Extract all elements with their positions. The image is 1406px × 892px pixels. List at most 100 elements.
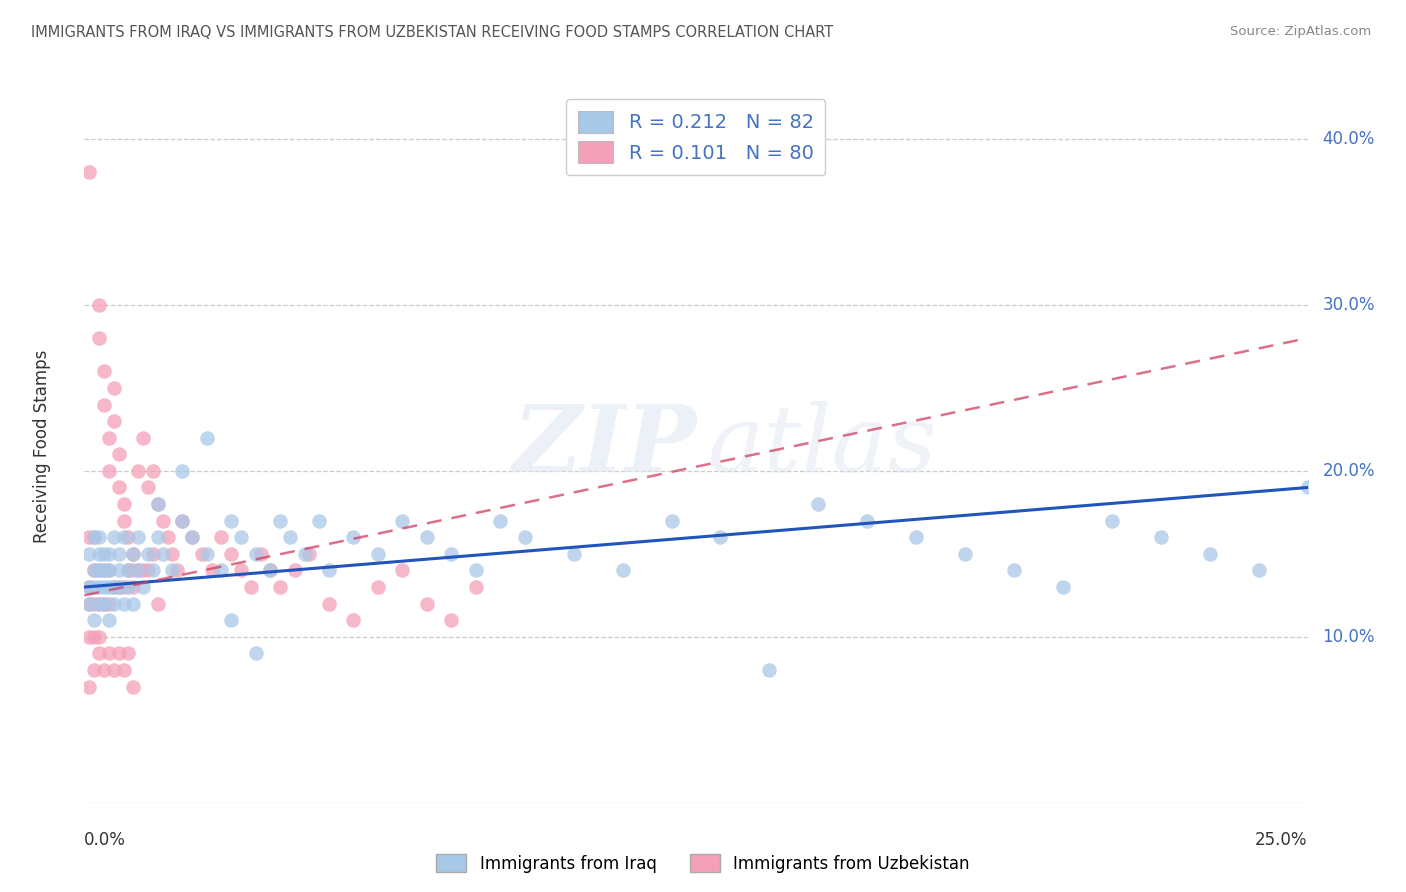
Point [112, 597, 135, 611]
Point [612, 564, 634, 578]
Point [136, 564, 159, 578]
Point [146, 597, 169, 611]
Point [1002, 564, 1025, 578]
Text: 0.0%: 0.0% [84, 831, 127, 849]
Point [152, 514, 174, 528]
Point [440, 547, 463, 561]
Point [953, 547, 976, 561]
Point [77, 630, 100, 644]
Point [127, 530, 149, 544]
Point [93, 397, 115, 411]
Point [127, 564, 149, 578]
Point [308, 514, 330, 528]
Point [122, 597, 145, 611]
Point [117, 530, 139, 544]
Point [132, 564, 155, 578]
Point [146, 497, 169, 511]
Point [87, 564, 110, 578]
Point [245, 547, 267, 561]
Point [97, 547, 120, 561]
Point [464, 580, 486, 594]
Point [758, 663, 780, 677]
Point [93, 663, 115, 677]
Point [93, 564, 115, 578]
Point [856, 514, 879, 528]
Point [142, 547, 165, 561]
Point [117, 564, 139, 578]
Point [146, 530, 169, 544]
Point [209, 530, 232, 544]
Point [219, 613, 242, 627]
Point [122, 580, 145, 594]
Point [112, 514, 135, 528]
Legend: R = 0.212   N = 82, R = 0.101   N = 80: R = 0.212 N = 82, R = 0.101 N = 80 [567, 99, 825, 175]
Point [83, 530, 105, 544]
Point [172, 464, 194, 478]
Point [229, 530, 252, 544]
Point [278, 530, 301, 544]
Text: Source: ZipAtlas.com: Source: ZipAtlas.com [1230, 25, 1371, 38]
Point [391, 564, 413, 578]
Text: 25.0%: 25.0% [1256, 831, 1308, 849]
Text: 10.0%: 10.0% [1322, 628, 1375, 646]
Point [117, 564, 139, 578]
Point [87, 530, 110, 544]
Point [181, 530, 204, 544]
Point [107, 547, 129, 561]
Point [87, 597, 110, 611]
Point [83, 564, 105, 578]
Point [87, 298, 110, 312]
Point [249, 547, 271, 561]
Point [87, 647, 110, 661]
Point [107, 580, 129, 594]
Point [87, 580, 110, 594]
Point [93, 564, 115, 578]
Point [1150, 530, 1173, 544]
Point [127, 464, 149, 478]
Point [367, 580, 389, 594]
Text: ZIP: ZIP [512, 401, 696, 491]
Point [77, 580, 100, 594]
Point [107, 647, 129, 661]
Point [122, 547, 145, 561]
Point [132, 431, 155, 445]
Point [97, 597, 120, 611]
Point [97, 647, 120, 661]
Point [103, 597, 125, 611]
Text: 40.0%: 40.0% [1322, 130, 1375, 148]
Point [112, 530, 135, 544]
Point [142, 564, 165, 578]
Point [87, 630, 110, 644]
Point [259, 564, 281, 578]
Point [97, 564, 120, 578]
Point [93, 597, 115, 611]
Text: atlas: atlas [709, 401, 938, 491]
Point [77, 580, 100, 594]
Point [661, 514, 683, 528]
Point [112, 580, 135, 594]
Point [107, 580, 129, 594]
Point [298, 547, 321, 561]
Point [284, 564, 307, 578]
Point [562, 547, 585, 561]
Point [162, 547, 184, 561]
Point [136, 481, 159, 495]
Point [87, 331, 110, 345]
Point [122, 680, 145, 694]
Point [127, 564, 149, 578]
Point [195, 547, 218, 561]
Point [219, 514, 242, 528]
Point [77, 547, 100, 561]
Point [342, 613, 364, 627]
Text: Receiving Food Stamps: Receiving Food Stamps [32, 350, 51, 542]
Point [107, 481, 129, 495]
Point [269, 514, 291, 528]
Point [83, 530, 105, 544]
Point [122, 564, 145, 578]
Point [83, 663, 105, 677]
Text: IMMIGRANTS FROM IRAQ VS IMMIGRANTS FROM UZBEKISTAN RECEIVING FOOD STAMPS CORRELA: IMMIGRANTS FROM IRAQ VS IMMIGRANTS FROM … [31, 25, 834, 40]
Point [122, 547, 145, 561]
Point [416, 597, 439, 611]
Point [367, 547, 389, 561]
Point [318, 597, 340, 611]
